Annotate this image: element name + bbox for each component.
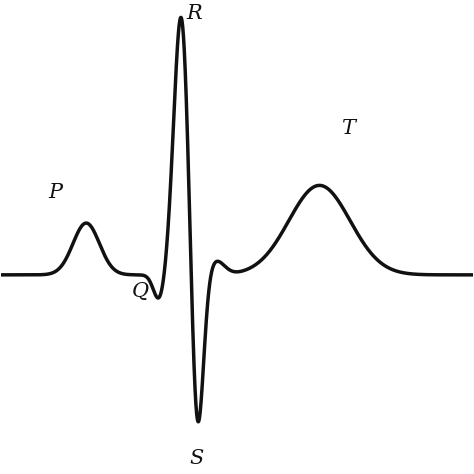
Text: R: R	[187, 4, 202, 23]
Text: T: T	[341, 119, 355, 138]
Text: P: P	[48, 183, 63, 202]
Text: S: S	[190, 449, 204, 468]
Text: Q: Q	[132, 282, 149, 301]
